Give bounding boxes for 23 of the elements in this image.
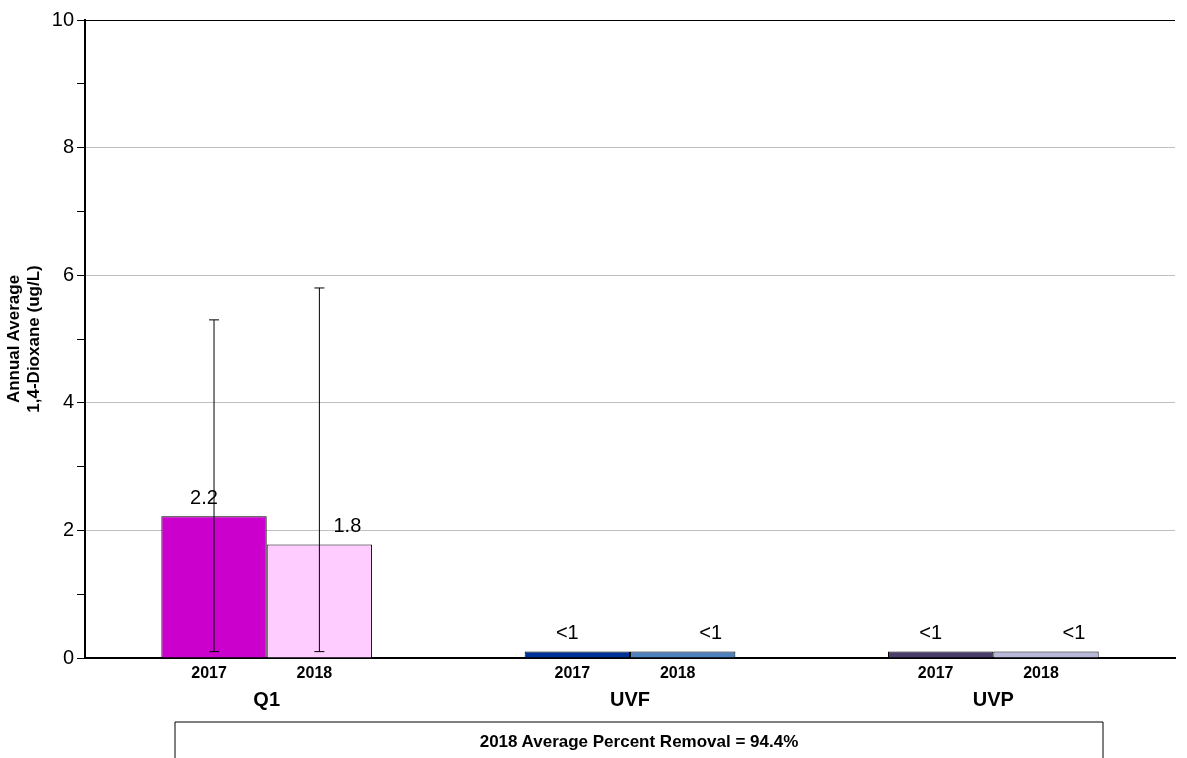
text: 2018 [659, 664, 696, 682]
data-label: <1 [699, 621, 723, 644]
text: 2018 [1023, 664, 1059, 682]
data-label: 1.8 [333, 513, 362, 536]
text: 2017 [917, 664, 954, 682]
y-tick-label: 4 [62, 390, 75, 413]
x-tick-label: UVF [610, 687, 651, 710]
data-label: <1 [919, 621, 943, 644]
data-label: <1 [1062, 621, 1086, 644]
y-tick-label: 8 [62, 135, 75, 158]
y-tick-label: 0 [62, 645, 75, 668]
y-tick-label: 2 [62, 517, 75, 540]
series-label: 2017 [191, 664, 227, 682]
text: 2018 Average Percent Removal = 94.4% [479, 731, 799, 751]
x-tick-label: Q1 [253, 687, 281, 710]
text: 2017 [554, 664, 591, 682]
data-label: <1 [555, 621, 579, 644]
x-tick-label: UVP [972, 687, 1014, 710]
y-tick-label: 6 [62, 262, 75, 285]
data-label: 2.2 [190, 485, 218, 508]
y-tick-label: 10 [51, 7, 75, 30]
y-axis-title: Annual Average 1,4-Dioxane (ug/L) [3, 265, 44, 413]
series-label: 2018 [296, 664, 333, 682]
